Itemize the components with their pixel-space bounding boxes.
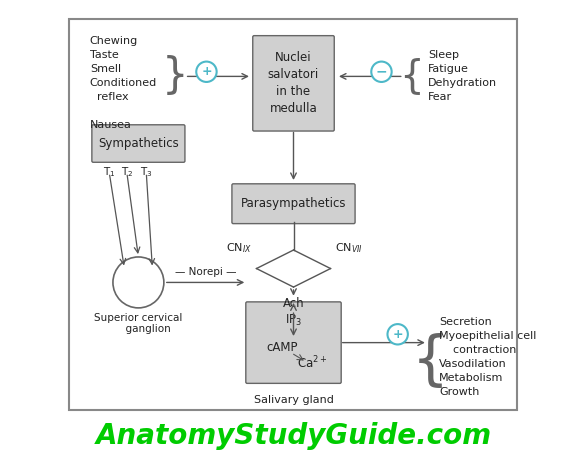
Text: IP$_3$: IP$_3$ xyxy=(285,313,302,328)
Text: T$_1$: T$_1$ xyxy=(103,166,116,179)
FancyBboxPatch shape xyxy=(69,19,517,410)
Text: {: { xyxy=(411,332,448,390)
Text: −: − xyxy=(376,65,387,79)
Text: cAMP: cAMP xyxy=(266,341,298,354)
Text: Sympathetics: Sympathetics xyxy=(98,137,179,150)
Text: Chewing
Taste
Smell
Conditioned
  reflex

Nausea: Chewing Taste Smell Conditioned reflex N… xyxy=(90,36,157,131)
Circle shape xyxy=(387,324,408,344)
Text: Superior cervical
      ganglion: Superior cervical ganglion xyxy=(94,313,183,334)
Text: Sleep
Fatigue
Dehydration
Fear: Sleep Fatigue Dehydration Fear xyxy=(428,50,497,102)
Text: CN$_{IX}$: CN$_{IX}$ xyxy=(226,241,252,255)
Text: +: + xyxy=(392,328,403,341)
FancyBboxPatch shape xyxy=(232,184,355,224)
Text: {: { xyxy=(399,57,424,95)
Text: — Norepi —: — Norepi — xyxy=(175,267,237,277)
FancyBboxPatch shape xyxy=(92,125,185,162)
Text: }: } xyxy=(162,56,188,97)
Circle shape xyxy=(113,257,164,308)
Circle shape xyxy=(196,62,217,82)
Text: AnatomyStudyGuide.com: AnatomyStudyGuide.com xyxy=(96,422,491,450)
Text: T$_2$: T$_2$ xyxy=(121,166,133,179)
Text: +: + xyxy=(201,65,212,78)
Text: Salivary gland: Salivary gland xyxy=(254,395,333,405)
Circle shape xyxy=(372,62,392,82)
Text: T$_3$: T$_3$ xyxy=(140,166,153,179)
Text: Nuclei
salvatori
in the
medulla: Nuclei salvatori in the medulla xyxy=(268,51,319,115)
Text: Parasympathetics: Parasympathetics xyxy=(241,197,346,210)
Text: Secretion
Myoepithelial cell
    contraction
Vasodilation
Metabolism
Growth: Secretion Myoepithelial cell contraction… xyxy=(439,317,537,396)
Text: CN$_{VII}$: CN$_{VII}$ xyxy=(335,241,363,255)
Text: Ca$^{2+}$: Ca$^{2+}$ xyxy=(297,355,327,372)
FancyBboxPatch shape xyxy=(253,36,334,131)
Text: Ach: Ach xyxy=(283,297,304,310)
FancyBboxPatch shape xyxy=(246,302,341,383)
